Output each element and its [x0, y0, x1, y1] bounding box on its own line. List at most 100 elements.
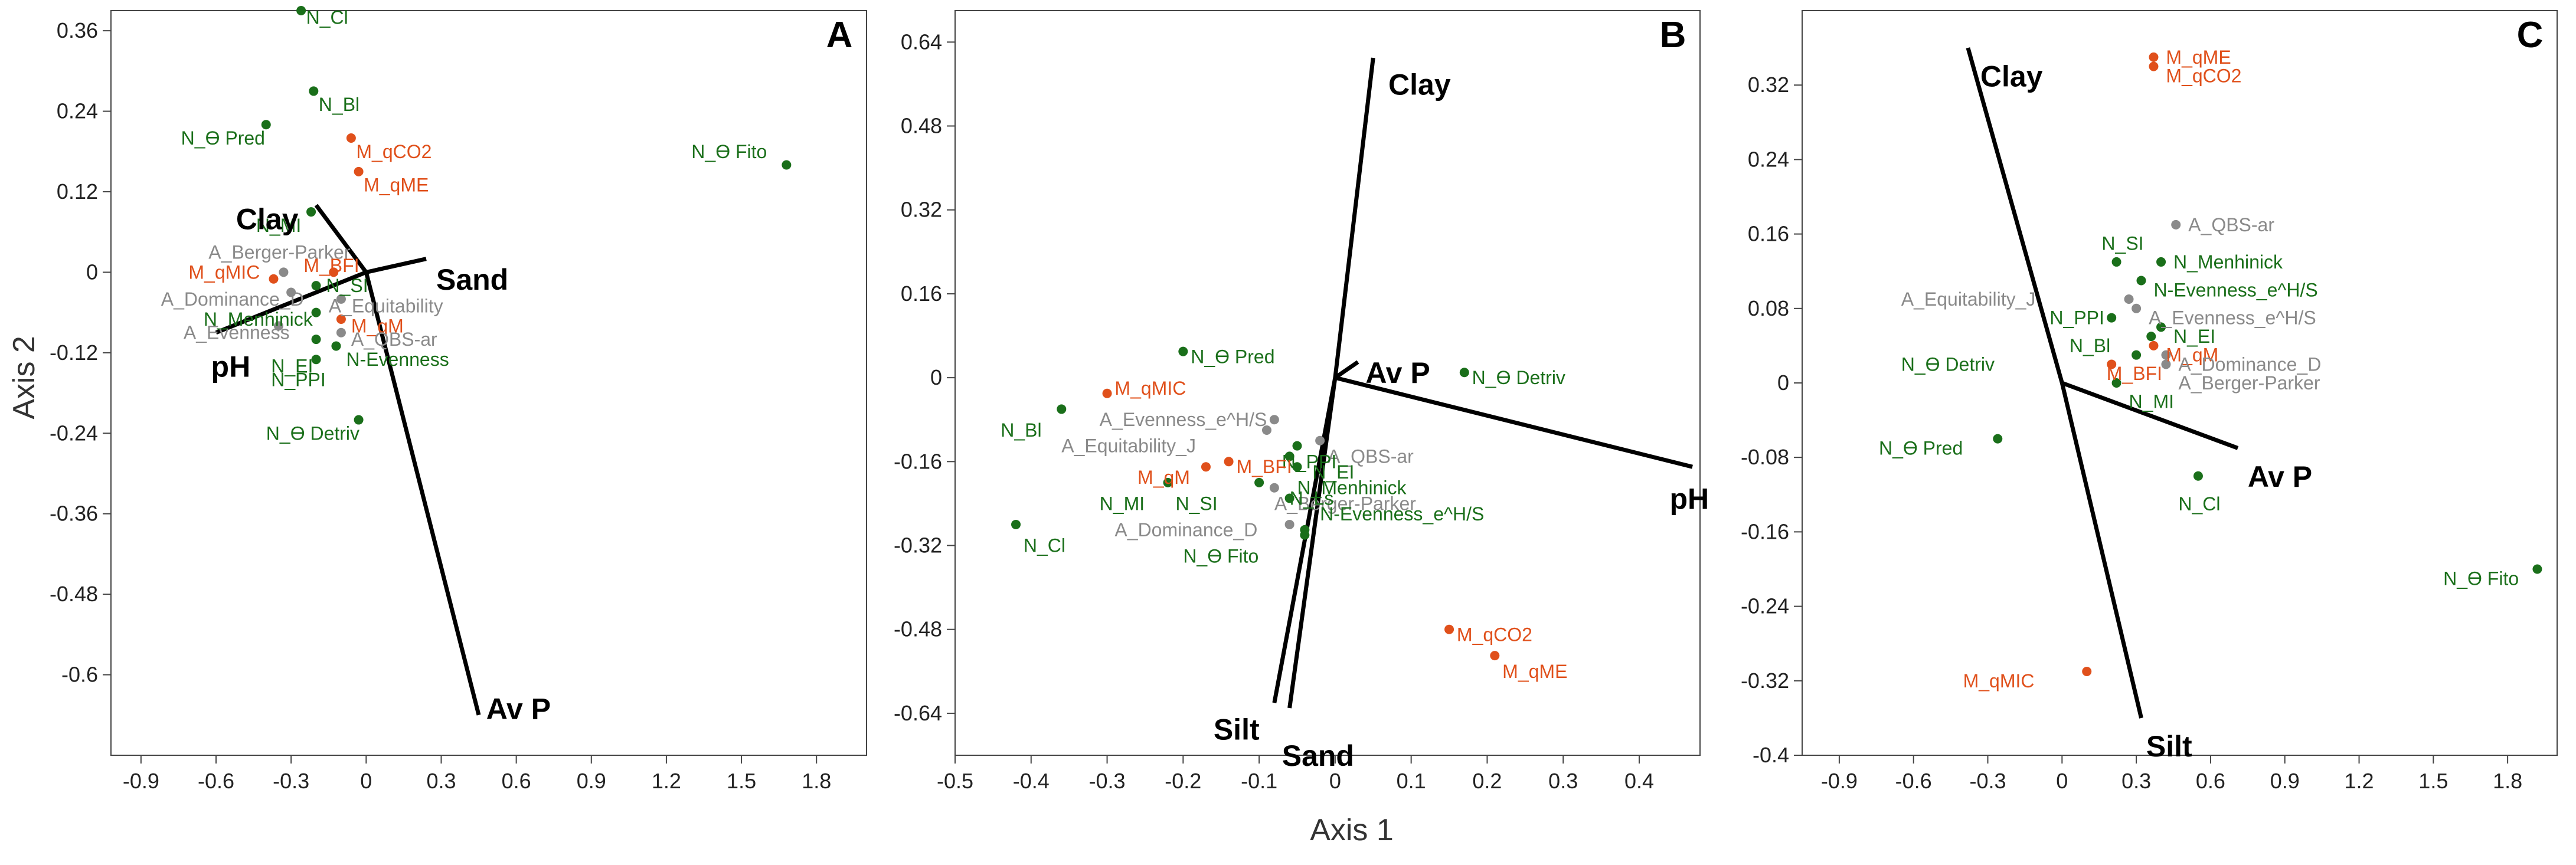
point-label: N_ϴ Detriv — [1472, 367, 1565, 388]
point-n-mi — [1163, 477, 1173, 487]
x-tick-label: 0.9 — [2270, 769, 2300, 793]
plot-frame — [954, 10, 1701, 756]
point-label: N_EI — [271, 356, 313, 377]
point-label: N_MI — [2129, 391, 2174, 412]
x-tick-label: -0.2 — [1165, 769, 1201, 793]
point-a-evenness-e-h-s — [2132, 303, 2142, 313]
x-tick-label: 0 — [360, 769, 372, 793]
y-tick-label: 0.24 — [57, 99, 98, 123]
point-label: N_PPI — [1282, 451, 1336, 472]
vector-label-av-p: Av P — [486, 692, 551, 725]
vector-label-ph: pH — [1669, 483, 1709, 516]
y-tick-label: 0 — [1777, 371, 1789, 395]
x-tick-label: 0 — [2056, 769, 2068, 793]
y-tick-label: -0.48 — [894, 617, 942, 641]
point-label: N_ϴ Fito — [1183, 545, 1258, 566]
x-tick-label: 0 — [1329, 769, 1341, 793]
point-label: A_Berger-Parker — [1274, 493, 1416, 514]
vector-av-p — [1333, 360, 1359, 379]
point-a-dominance-d — [2161, 350, 2171, 360]
point-n-detriv — [2132, 350, 2142, 360]
panel-letter: B — [1660, 15, 1686, 55]
y-tick-label: 0.16 — [901, 281, 942, 306]
point-a-evenness-e-h-s — [1269, 415, 1279, 425]
y-tick-label: -0.4 — [1753, 743, 1789, 767]
point-label: N_MI — [256, 215, 301, 236]
point-label: A_Evenness_e^H/S — [2149, 307, 2316, 329]
point-label: N_Ls — [1290, 488, 1334, 509]
point-n-evenness — [331, 341, 341, 351]
point-label: A_Dominance_D — [2178, 353, 2321, 375]
point-n-fito — [1300, 530, 1310, 540]
point-m-qme — [1490, 651, 1500, 661]
point-m-bfi — [2107, 359, 2117, 369]
point-n-fito — [2532, 564, 2542, 574]
point-label: A_Dominance_D — [1114, 519, 1257, 540]
point-label: N_SI — [326, 275, 368, 296]
x-tick-label: -0.9 — [123, 769, 159, 793]
point-label: N_EI — [2173, 326, 2215, 347]
point-label: N_ϴ Pred — [1191, 346, 1274, 368]
vector-label-sand: Sand — [1282, 739, 1354, 772]
point-label: A_QBS-ar — [2188, 214, 2274, 235]
point-label: N_PPI — [2049, 307, 2104, 329]
point-label: M_qME — [364, 175, 429, 196]
x-tick-label: 0.3 — [426, 769, 456, 793]
point-label: N_Cl — [2178, 493, 2220, 515]
point-a-qbs-ar — [1315, 435, 1325, 445]
vector-label-silt: Silt — [2146, 730, 2192, 763]
point-label: M_qCO2 — [1457, 624, 1532, 646]
point-label: N_ϴ Fito — [2443, 568, 2519, 589]
point-label: M_qMIC — [1963, 670, 2035, 692]
point-label: A_Berger-Parker — [208, 241, 350, 263]
y-tick-label: -0.48 — [50, 582, 98, 606]
x-tick-label: -0.3 — [273, 769, 309, 793]
point-n-menhinick — [2156, 257, 2166, 267]
x-tick-label: 0.2 — [1472, 769, 1502, 793]
point-label: N_Bl — [2070, 335, 2110, 356]
point-m-qmic — [269, 274, 279, 284]
point-n-detriv — [354, 415, 364, 425]
point-label: N_ϴ Pred — [181, 127, 265, 149]
point-label: A_Dominance_D — [161, 289, 304, 310]
vector-label-av-p: Av P — [2248, 460, 2312, 493]
point-label: N_Cl — [306, 6, 348, 28]
point-m-bfi — [1224, 457, 1234, 467]
vector-label-av-p: Av P — [1365, 356, 1430, 389]
x-tick-label: -0.4 — [1013, 769, 1050, 793]
point-label: N_Bl — [319, 94, 359, 115]
point-label: N_ϴ Detriv — [266, 422, 359, 444]
point-label: N_Bl — [1001, 420, 1041, 441]
x-tick-label: -0.6 — [1895, 769, 1932, 793]
point-n-ppi — [311, 355, 321, 365]
x-tick-label: 0.3 — [2121, 769, 2151, 793]
y-tick-label: -0.32 — [894, 533, 942, 558]
vector-label-sand: Sand — [436, 263, 508, 296]
y-tick-label: -0.32 — [1741, 669, 1789, 693]
y-tick-label: 0.08 — [1748, 296, 1789, 320]
point-a-qbs-ar — [2171, 219, 2181, 230]
point-a-dominance-d — [286, 287, 296, 297]
y-axis-title: Axis 2 — [7, 336, 41, 420]
x-tick-label: 0.6 — [502, 769, 531, 793]
point-label: A_QBS-ar — [351, 329, 437, 350]
point-n-mi — [306, 207, 316, 217]
x-tick-label: -0.1 — [1241, 769, 1277, 793]
point-label: N_ϴ Detriv — [1901, 353, 1995, 375]
point-n-evenness-e-h-s — [2136, 276, 2146, 286]
point-label: M_qME — [2166, 47, 2231, 68]
point-n-detriv — [1459, 368, 1469, 378]
x-tick-label: -0.6 — [198, 769, 234, 793]
vector-sand — [365, 257, 427, 274]
point-label: N_MI — [1100, 493, 1145, 514]
y-tick-label: 0.12 — [57, 179, 98, 204]
point-a-equitability-j — [2124, 294, 2134, 304]
x-tick-label: -0.3 — [1969, 769, 2006, 793]
point-n-si — [2111, 257, 2121, 267]
point-label: N_SI — [2101, 232, 2143, 254]
point-label: A_Evenness_e^H/S — [1100, 409, 1267, 430]
point-label: M_BFI — [2107, 363, 2162, 384]
point-n-bl — [1057, 404, 1067, 414]
point-m-qme — [2149, 52, 2159, 62]
x-tick-label: 1.2 — [2345, 769, 2374, 793]
